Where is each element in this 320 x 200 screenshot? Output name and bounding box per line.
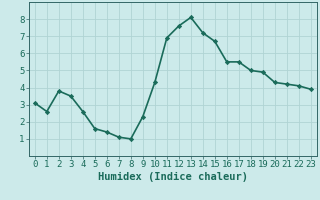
X-axis label: Humidex (Indice chaleur): Humidex (Indice chaleur) [98, 172, 248, 182]
